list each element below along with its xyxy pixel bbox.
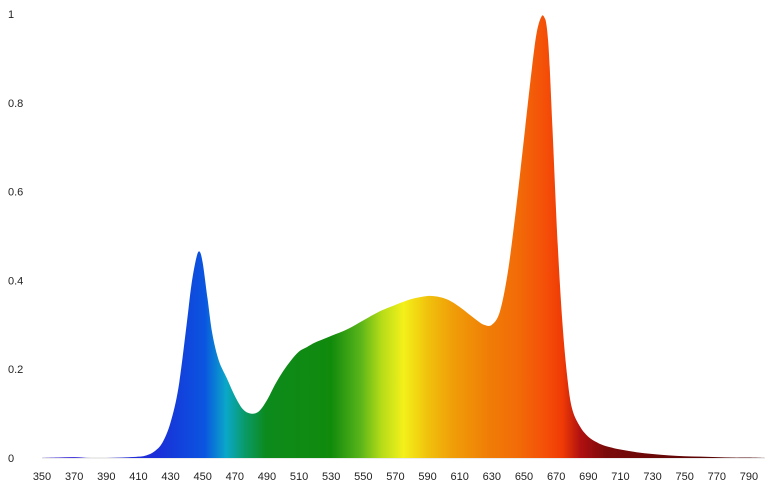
- x-tick-label: 370: [65, 471, 83, 483]
- x-tick-label: 510: [290, 471, 308, 483]
- x-tick-label: 790: [740, 471, 758, 483]
- y-tick-label: 1: [8, 9, 14, 21]
- x-tick-label: 710: [611, 471, 629, 483]
- x-tick-label: 630: [483, 471, 501, 483]
- y-tick-label: 0.2: [8, 364, 23, 376]
- x-tick-label: 450: [193, 471, 211, 483]
- x-tick-label: 430: [161, 471, 179, 483]
- spectrum-area-series: [42, 15, 765, 459]
- x-tick-label: 650: [515, 471, 533, 483]
- series-area-group: [42, 15, 765, 459]
- y-axis: 0 0.2 0.4 0.6 0.8 1: [8, 9, 23, 465]
- x-tick-label: 750: [675, 471, 693, 483]
- x-tick-label: 390: [97, 471, 115, 483]
- y-tick-label: 0: [8, 453, 14, 465]
- x-tick-label: 590: [418, 471, 436, 483]
- x-tick-label: 350: [33, 471, 51, 483]
- x-tick-label: 410: [129, 471, 147, 483]
- x-tick-label: 690: [579, 471, 597, 483]
- x-tick-label: 490: [258, 471, 276, 483]
- x-tick-label: 670: [547, 471, 565, 483]
- x-tick-label: 550: [354, 471, 372, 483]
- x-tick-label: 770: [708, 471, 726, 483]
- x-tick-label: 730: [643, 471, 661, 483]
- x-tick-label: 530: [322, 471, 340, 483]
- x-tick-label: 610: [451, 471, 469, 483]
- y-tick-label: 0.4: [8, 275, 23, 287]
- x-tick-label: 470: [226, 471, 244, 483]
- x-axis: 350 370 390 410 430 450 470 490 510 530 550 570 590 6…: [33, 457, 765, 483]
- y-tick-label: 0.6: [8, 187, 23, 199]
- x-tick-label: 570: [386, 471, 404, 483]
- y-tick-label: 0.8: [8, 98, 23, 110]
